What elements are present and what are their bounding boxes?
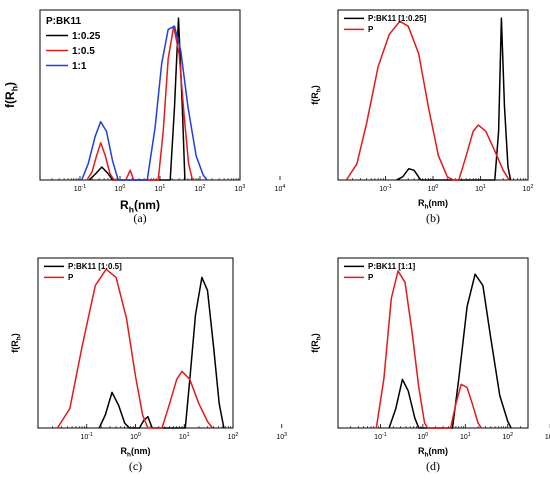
series-line-2 [86, 25, 194, 181]
x-tick-label: 104 [275, 184, 286, 193]
x-tick-label: 102 [502, 432, 513, 441]
series-line-1 [388, 273, 512, 429]
series-line-2 [345, 20, 510, 181]
x-tick-label: 101 [155, 184, 166, 193]
x-axis-label: Rh(nm) [418, 446, 448, 459]
panel-label: (a) [133, 211, 146, 225]
x-tick-label: 103 [276, 432, 287, 441]
series-line-2 [56, 268, 214, 429]
x-tick-label: 100 [418, 432, 429, 441]
legend-entry-2: P [368, 273, 374, 282]
chart-panel-4: 10-1 100 101 102 103 P:BK11 [1:1] P Rh(nm) f(Rh)… [310, 257, 550, 473]
x-tick-label: 102 [195, 184, 206, 193]
legend-title: P:BK11 [46, 16, 81, 27]
panel-label: (d) [426, 459, 440, 473]
x-tick-label: 103 [235, 184, 246, 193]
chart-panel-1: 10-1 100 101 102 103 104 P:BK11 1:0.25 1:0.5 1:1 R… [3, 9, 286, 225]
x-tick-label: 10-1 [80, 432, 93, 441]
chart-panel-3: 10-1 100 101 102 103 P:BK11 [1:0.5] P Rh(nm) f(R… [10, 257, 287, 473]
legend-entry-1: P:BK11 [1:0.25] [368, 14, 427, 23]
legend-entry-2: 1:0.5 [72, 46, 95, 57]
x-tick-label: 10-1 [374, 432, 387, 441]
x-tick-label: 100 [428, 184, 439, 193]
panel-label: (c) [129, 459, 142, 473]
plot-frame [337, 257, 529, 429]
series-line-3 [81, 25, 208, 181]
x-axis-label: Rh(nm) [418, 198, 448, 211]
legend-entry-2: P [368, 25, 374, 34]
x-tick-label: 102 [523, 184, 534, 193]
legend-entry-2: P [68, 273, 74, 282]
series-line-1 [396, 17, 512, 181]
legend-entry-1: 1:0.25 [72, 31, 101, 42]
x-tick-label: 101 [460, 432, 471, 441]
plot-frame [39, 9, 241, 181]
series-line-1 [98, 276, 225, 429]
legend-entry-3: 1:1 [72, 61, 87, 72]
legend-entry-1: P:BK11 [1:0.5] [68, 262, 122, 271]
x-tick-label: 101 [179, 432, 190, 441]
x-tick-label: 100 [115, 184, 126, 193]
y-axis-label: f(Rh) [310, 333, 323, 352]
y-axis-label: f(Rh) [10, 333, 23, 352]
series-line-2 [375, 270, 483, 429]
x-tick-label: 100 [130, 432, 141, 441]
legend-entry-1: P:BK11 [1:1] [368, 262, 415, 271]
panel-label: (b) [426, 211, 440, 225]
x-axis-label: Rh(nm) [120, 198, 160, 215]
x-tick-label: 102 [228, 432, 239, 441]
x-tick-label: 101 [475, 184, 486, 193]
x-tick-label: 10-1 [379, 184, 392, 193]
x-axis-label: Rh(nm) [121, 446, 151, 459]
y-axis-label: f(Rh) [310, 85, 323, 104]
y-axis-label: f(Rh) [3, 82, 20, 108]
x-tick-label: 10-1 [74, 184, 87, 193]
x-tick-label: 103 [545, 432, 550, 441]
